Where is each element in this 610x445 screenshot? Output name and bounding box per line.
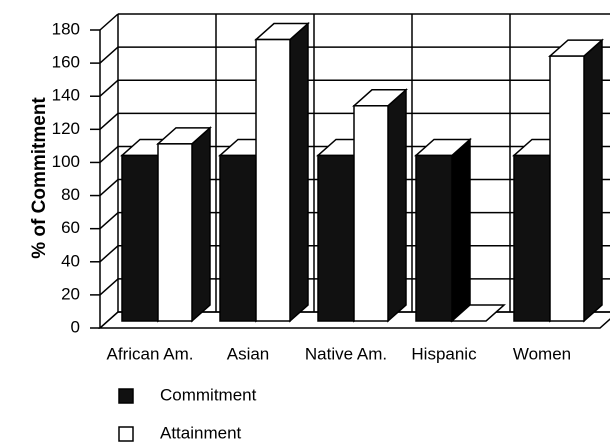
y-tick-label: 40 [61,251,80,270]
bar [254,21,310,323]
y-tick-label: 80 [61,185,80,204]
bar-front [549,55,585,322]
bar-front [219,154,257,322]
y-tick-label: 100 [52,152,80,171]
bar [156,126,212,323]
grid-line [99,79,119,97]
bar-side [451,137,471,323]
bar-side [387,88,407,323]
grid-line [99,245,119,263]
grid-line [99,178,119,197]
bar [352,88,408,323]
legend-swatch [118,388,134,404]
grid-line [99,145,119,164]
y-tick-label: 140 [52,86,80,105]
grid-line [99,212,119,230]
bar-front [121,154,159,322]
x-tick-label: Women [513,344,571,363]
bar [450,304,506,322]
bar [548,38,604,323]
bar-side [583,38,603,323]
y-tick-label: 120 [52,119,80,138]
bar-front [157,143,193,322]
bar-side [289,21,309,323]
bar-front [513,154,551,322]
legend-label: Attainment [160,423,242,442]
y-tick-label: 160 [52,53,80,72]
y-tick-label: 0 [71,317,80,336]
bar-front [317,154,355,322]
x-tick-label: Native Am. [305,344,387,363]
x-tick-label: Asian [227,344,270,363]
bar-front [255,38,291,322]
y-tick-label: 20 [61,284,80,303]
grid-line [99,46,119,64]
x-tick-label: Hispanic [411,344,477,363]
legend-label: Commitment [160,385,257,404]
grid-line [99,112,119,130]
bar-front [415,154,453,322]
grid-line [99,311,119,329]
bar-side [191,126,211,323]
grid-line [99,13,119,31]
bar-top [450,304,506,322]
bar-front [353,105,389,322]
y-axis-label: % of Commitment [29,97,50,259]
y-tick-label: 60 [61,218,80,237]
grid-line [99,278,119,296]
legend-swatch [118,426,134,442]
y-tick-label: 180 [52,19,80,38]
bar [414,137,472,323]
x-tick-label: African Am. [107,344,194,363]
